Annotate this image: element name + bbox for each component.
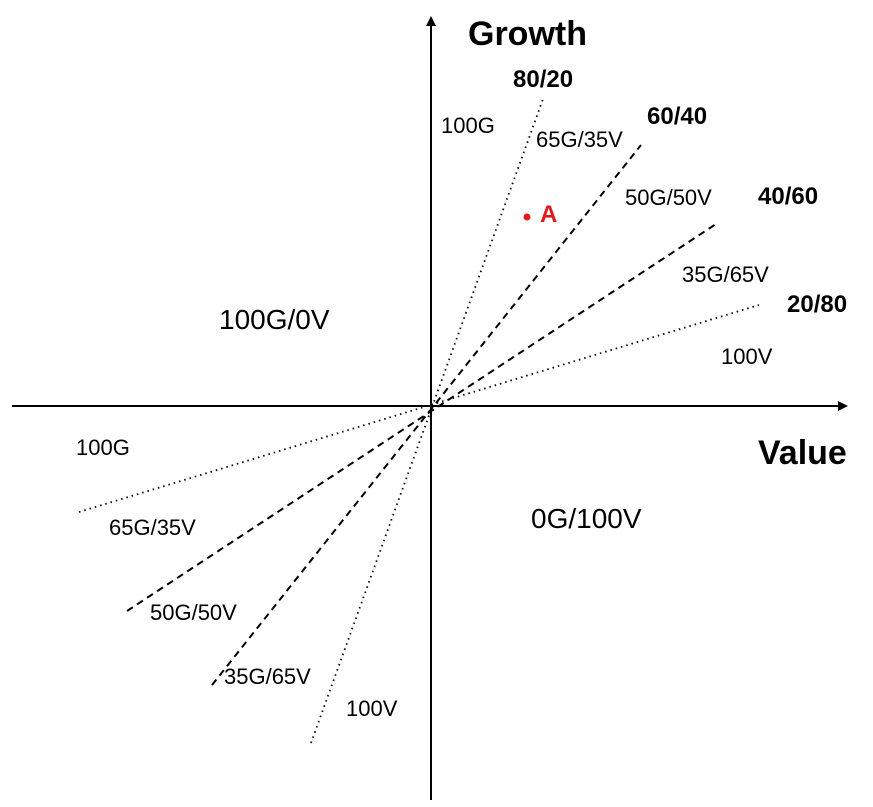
- lower-zone-label-100v: 100V: [346, 696, 398, 721]
- lower-zone-label-35g-65v: 35G/65V: [224, 664, 311, 689]
- point-a-marker: [523, 213, 531, 221]
- upper-zone-label-100g: 100G: [441, 113, 495, 138]
- boundary-line-20-80: [78, 304, 760, 513]
- upper-zone-label-65g-35v: 65G/35V: [536, 127, 623, 152]
- y-axis-title: Growth: [468, 15, 587, 53]
- boundary-label-80-20: 80/20: [513, 66, 573, 93]
- lower-zone-label-65g-35v: 65G/35V: [109, 515, 196, 540]
- upper-zone-label-35g-65v: 35G/65V: [682, 262, 769, 287]
- boundary-line-40-60: [126, 223, 717, 612]
- lower-zone-label-50g-50v: 50G/50V: [150, 600, 237, 625]
- point-a-label: A: [540, 201, 557, 228]
- boundary-label-20-80: 20/80: [787, 291, 847, 318]
- upper-zone-label-100v: 100V: [721, 344, 773, 369]
- boundary-label-60-40: 60/40: [647, 103, 707, 130]
- boundary-line-80-20: [310, 98, 544, 744]
- boundary-label-40-60: 40/60: [758, 183, 818, 210]
- upper-zone-label-50g-50v: 50G/50V: [625, 185, 712, 210]
- region-label-upper-left: 100G/0V: [219, 304, 330, 335]
- lower-zone-label-100g: 100G: [76, 435, 130, 460]
- boundary-line-60-40: [211, 144, 642, 686]
- x-axis-title: Value: [758, 434, 847, 472]
- region-label-lower-right: 0G/100V: [531, 503, 642, 534]
